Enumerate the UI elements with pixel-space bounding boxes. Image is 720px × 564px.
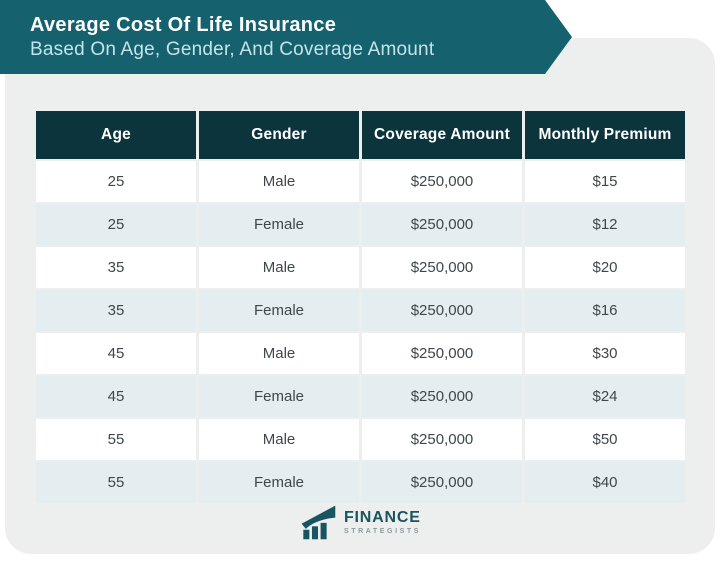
table-cell: $250,000 <box>362 419 522 460</box>
page-title: Average Cost Of Life Insurance <box>30 13 337 36</box>
table-cell: 35 <box>36 247 196 288</box>
table-row: 45 Male $250,000 $30 <box>36 333 685 374</box>
table-cell: $30 <box>525 333 685 374</box>
logo-wordmark: FINANCE STRATEGISTS <box>343 508 422 535</box>
finance-strategists-logo: FINANCE STRATEGISTS <box>0 503 720 541</box>
column-header: Coverage Amount <box>362 111 522 159</box>
table-cell: $250,000 <box>362 290 522 331</box>
table-cell: Male <box>199 419 359 460</box>
table-cell: Female <box>199 376 359 417</box>
cost-table: Age Gender Coverage Amount Monthly Premium … <box>33 109 688 505</box>
title-banner: Average Cost Of Life Insurance Based On … <box>0 0 572 74</box>
column-header: Gender <box>199 111 359 159</box>
table-row: 25 Male $250,000 $15 <box>36 161 685 202</box>
table-cell: 25 <box>36 161 196 202</box>
table-cell: $250,000 <box>362 247 522 288</box>
table-row: 25 Female $250,000 $12 <box>36 204 685 245</box>
table-cell: Female <box>199 290 359 331</box>
table-cell: Male <box>199 333 359 374</box>
table-cell: $20 <box>525 247 685 288</box>
table-cell: $12 <box>525 204 685 245</box>
logo-tagline: STRATEGISTS <box>343 527 422 535</box>
table-cell: $250,000 <box>362 333 522 374</box>
table-cell: 55 <box>36 419 196 460</box>
table-row: 55 Male $250,000 $50 <box>36 419 685 460</box>
table-cell: $24 <box>525 376 685 417</box>
table-header-row: Age Gender Coverage Amount Monthly Premium <box>36 111 685 159</box>
column-header: Monthly Premium <box>525 111 685 159</box>
table-cell: 55 <box>36 462 196 503</box>
table-cell: Male <box>199 247 359 288</box>
table-body: 25 Male $250,000 $15 25 Female $250,000 $12 35 Ma… <box>36 161 685 503</box>
table-cell: $250,000 <box>362 462 522 503</box>
table-cell: Female <box>199 462 359 503</box>
table-cell: 45 <box>36 333 196 374</box>
table-cell: $16 <box>525 290 685 331</box>
table-row: 35 Female $250,000 $16 <box>36 290 685 331</box>
table-cell: Male <box>199 161 359 202</box>
table-cell: $250,000 <box>362 204 522 245</box>
column-header: Age <box>36 111 196 159</box>
table-cell: Female <box>199 204 359 245</box>
table-cell: $250,000 <box>362 376 522 417</box>
bar-chart-growth-icon <box>299 503 337 541</box>
table-cell: $250,000 <box>362 161 522 202</box>
table-cell: 25 <box>36 204 196 245</box>
page-subtitle: Based On Age, Gender, And Coverage Amoun… <box>30 38 435 60</box>
table-cell: $50 <box>525 419 685 460</box>
table-cell: $15 <box>525 161 685 202</box>
table-cell: $40 <box>525 462 685 503</box>
table-row: 35 Male $250,000 $20 <box>36 247 685 288</box>
table-cell: 35 <box>36 290 196 331</box>
table-cell: 45 <box>36 376 196 417</box>
cost-table-container: Age Gender Coverage Amount Monthly Premium … <box>33 109 688 505</box>
table-row: 55 Female $250,000 $40 <box>36 462 685 503</box>
table-row: 45 Female $250,000 $24 <box>36 376 685 417</box>
logo-name: FINANCE <box>343 508 421 526</box>
